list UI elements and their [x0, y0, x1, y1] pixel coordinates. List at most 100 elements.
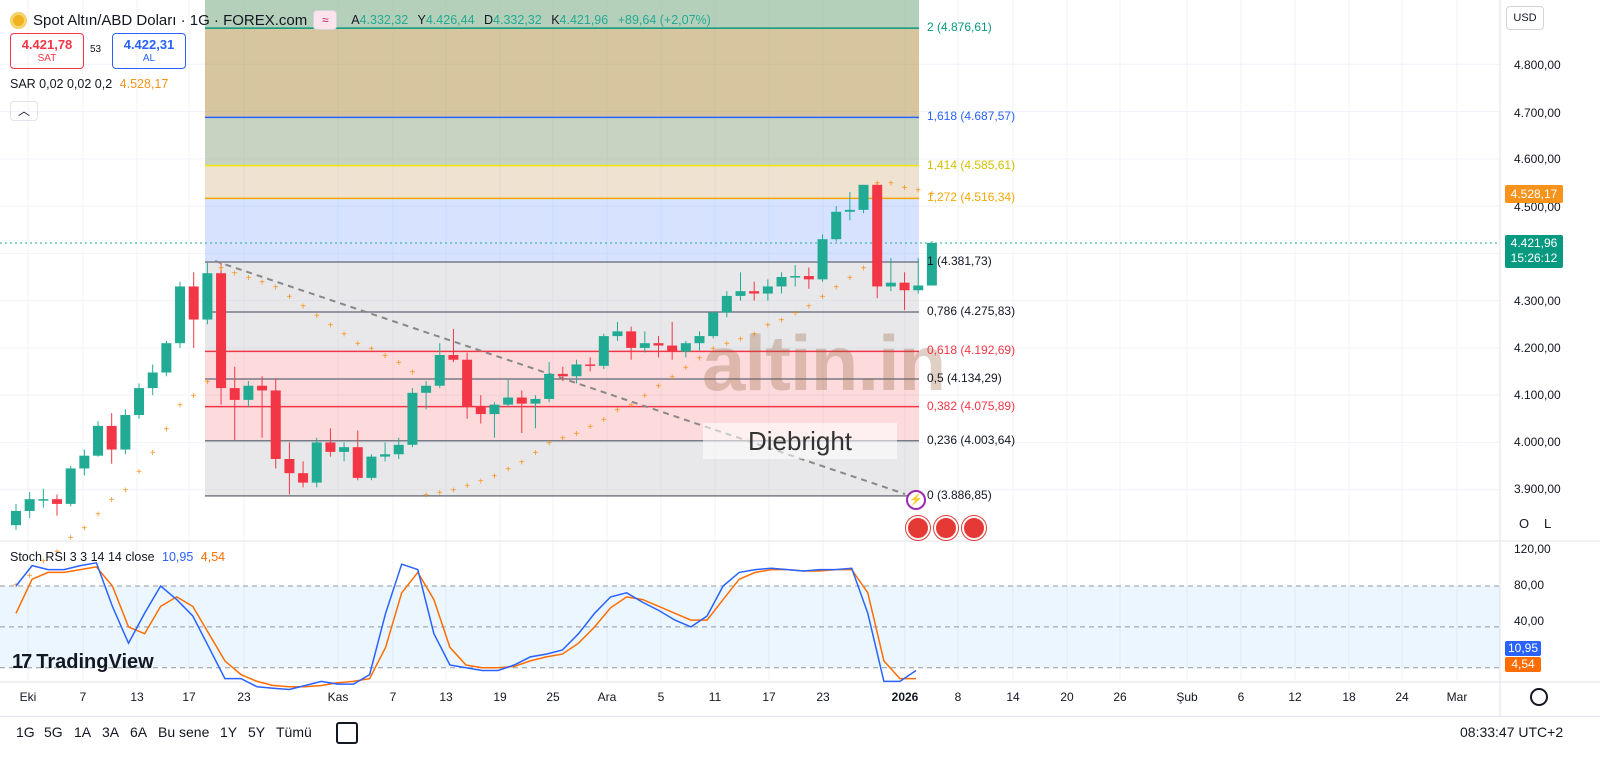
candle-body [544, 373, 555, 399]
fib-level-label: 0,236 (4.003,64) [927, 432, 1016, 447]
range-ytd[interactable]: Bu sene [158, 724, 210, 740]
range-5y[interactable]: 5Y [248, 724, 266, 740]
indicator-toggle-icon[interactable]: ≈ [313, 10, 338, 30]
time-axis-label: Mar [1446, 690, 1468, 704]
candle-body [65, 468, 76, 504]
settings-gear-icon[interactable] [1530, 688, 1548, 706]
sar-dot: + [177, 401, 183, 412]
sar-dot: + [833, 282, 839, 293]
gold-symbol-icon [10, 11, 27, 29]
candle-body [844, 209, 855, 212]
sar-dot: + [396, 358, 402, 369]
sar-dot: + [478, 476, 484, 487]
candle-body [831, 211, 842, 240]
time-axis-label: 26 [1113, 690, 1127, 704]
tradingview-mark-icon: 17 [12, 651, 32, 673]
candle-body [475, 406, 486, 415]
sar-dot: + [259, 278, 265, 289]
sar-dot: + [95, 509, 101, 520]
time-axis-label: 12 [1288, 690, 1302, 704]
date-range-calendar-icon[interactable] [336, 722, 358, 744]
range-6a[interactable]: 6A [130, 724, 148, 740]
clock-timezone[interactable]: 08:33:47 UTC+2 [1460, 724, 1564, 740]
candle-body [120, 415, 131, 450]
bottom-toolbar [0, 716, 1600, 765]
range-1a[interactable]: 1A [74, 724, 92, 740]
candle-body [147, 372, 158, 389]
sar-dot: + [245, 273, 251, 284]
sar-dot: + [191, 391, 197, 402]
chart-canvas[interactable]: + + + + + + + + + + + + + + + + + + + + + + + + + + + + + + + + + + + + + + + +… [0, 0, 1600, 716]
range-5g[interactable]: 5G [44, 724, 63, 740]
stoch-rsi-legend[interactable]: Stoch RSI 3 3 14 14 close 10,95 4,54 [10, 550, 226, 564]
candle-body [462, 359, 473, 407]
time-axis-label: 17 [182, 690, 196, 704]
candle-body [803, 276, 814, 280]
us-flag-event-icon[interactable] [934, 516, 958, 540]
sar-dot: + [533, 448, 539, 459]
candle-body [79, 455, 90, 469]
fib-level-label: 0,618 (4.192,69) [927, 343, 1016, 358]
price-axis-label: 4.600,00 [1514, 152, 1561, 166]
sell-button[interactable]: 4.421,78 SAT [10, 33, 84, 69]
candle-body [311, 442, 322, 483]
fib-level-label: 0,382 (4.075,89) [927, 398, 1016, 413]
stoch-d-line [15, 566, 916, 688]
sar-dot: + [68, 533, 74, 544]
lightning-event-icon[interactable]: ⚡ [906, 490, 926, 510]
candle-body [175, 286, 186, 344]
sar-dot: + [410, 368, 416, 379]
sar-dot: + [423, 490, 429, 501]
time-axis-label: Eki [19, 690, 37, 704]
sar-dot: + [382, 351, 388, 362]
currency-selector[interactable]: USD [1506, 6, 1544, 30]
sar-dot: + [628, 401, 634, 412]
candle-body [257, 385, 268, 391]
scale-button-o[interactable]: O [1519, 516, 1530, 531]
sar-dot: + [451, 486, 457, 497]
fib-level-label: 2 (4.876,61) [927, 20, 992, 35]
collapse-legend-button[interactable]: ︿ [10, 101, 38, 121]
sar-dot: + [218, 264, 224, 275]
candle-body [352, 447, 363, 478]
price-change: +89,64 (+2,07%) [617, 13, 711, 27]
sar-dot: + [273, 282, 279, 293]
fib-level-label: 0,786 (4.275,83) [927, 304, 1016, 319]
sar-dot: + [574, 429, 580, 440]
candle-body [434, 354, 445, 386]
tradingview-logo[interactable]: 17 TradingView [12, 651, 154, 673]
fib-level-label: 1,618 (4.687,57) [927, 109, 1016, 124]
sar-dot: + [765, 320, 771, 331]
symbol-title[interactable]: Spot Altın/ABD Doları · 1G · FOREX.com [33, 11, 308, 29]
buy-button[interactable]: 4.422,31 AL [112, 33, 186, 69]
candle-body [52, 499, 63, 504]
price-axis-label: 4.200,00 [1514, 341, 1561, 355]
time-axis-label: 14 [1006, 690, 1020, 704]
scale-button-l[interactable]: L [1544, 516, 1552, 531]
time-axis-label: 5 [657, 690, 665, 704]
sar-dot: + [286, 292, 292, 303]
us-flag-event-icon[interactable] [962, 516, 986, 540]
time-axis-label: 2026 [891, 690, 919, 704]
time-axis-label: 17 [762, 690, 776, 704]
range-1g[interactable]: 1G [16, 724, 35, 740]
stoch-axis-label: 40,00 [1514, 614, 1545, 628]
candle-body [421, 385, 432, 393]
candle-body [229, 388, 240, 400]
range-all[interactable]: Tümü [276, 724, 312, 740]
us-flag-event-icon[interactable] [906, 516, 930, 540]
sar-dot: + [492, 472, 498, 483]
sar-dot: + [697, 353, 703, 364]
candle-body [653, 343, 664, 346]
sar-legend[interactable]: SAR 0,02 0,02 0,2 4.528,17 [10, 77, 169, 91]
time-axis-label: 11 [708, 690, 722, 704]
candle-body [639, 343, 650, 348]
range-1y[interactable]: 1Y [220, 724, 238, 740]
fib-zone [205, 165, 919, 199]
fib-level-label: 0 (3.886,85) [927, 487, 992, 502]
stoch-k-line [15, 561, 917, 691]
range-3a[interactable]: 3A [102, 724, 120, 740]
candle-body [694, 336, 705, 344]
symbol-legend: Spot Altın/ABD Doları · 1G · FOREX.com ≈… [10, 10, 717, 30]
sar-dot: + [368, 344, 374, 355]
